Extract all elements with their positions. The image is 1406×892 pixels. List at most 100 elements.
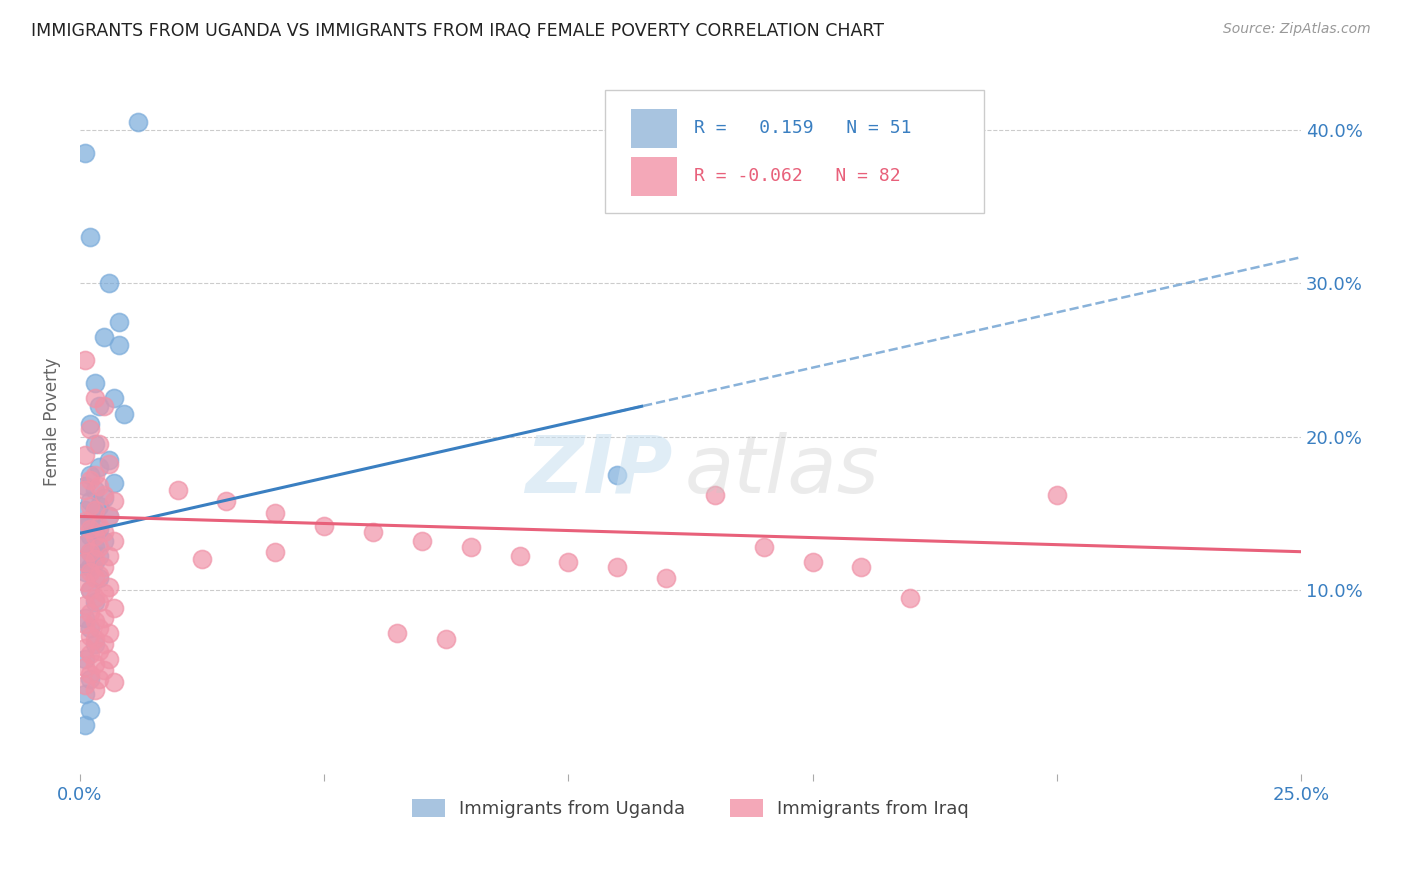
Point xyxy=(73,353,96,368)
Point xyxy=(93,610,115,624)
Point xyxy=(83,552,105,566)
Point xyxy=(83,483,105,498)
Point xyxy=(93,586,115,600)
Legend: Immigrants from Uganda, Immigrants from Iraq: Immigrants from Uganda, Immigrants from … xyxy=(405,791,976,825)
Point xyxy=(73,616,96,631)
Point xyxy=(73,610,96,624)
Point xyxy=(79,417,101,432)
Text: atlas: atlas xyxy=(685,432,879,509)
Point xyxy=(83,376,105,390)
Bar xyxy=(631,157,678,195)
Point xyxy=(89,549,111,564)
Point xyxy=(73,448,96,462)
Point xyxy=(73,556,96,570)
Point xyxy=(79,514,101,528)
Point xyxy=(79,230,101,244)
Point xyxy=(103,601,125,615)
Y-axis label: Female Poverty: Female Poverty xyxy=(44,357,60,485)
Point xyxy=(79,648,101,662)
Point xyxy=(73,503,96,517)
Point xyxy=(79,468,101,483)
Point xyxy=(89,644,111,658)
Point xyxy=(79,582,101,597)
Point xyxy=(98,457,121,471)
Point xyxy=(108,337,131,351)
Point xyxy=(79,629,101,643)
Point xyxy=(460,540,482,554)
Point xyxy=(898,591,921,605)
Point xyxy=(851,560,873,574)
Point xyxy=(79,606,101,620)
Point xyxy=(83,503,105,517)
Point xyxy=(73,552,96,566)
Point xyxy=(93,637,115,651)
Point xyxy=(83,657,105,671)
Point xyxy=(752,540,775,554)
Point xyxy=(103,392,125,406)
Point xyxy=(98,549,121,564)
Point xyxy=(703,488,725,502)
Point xyxy=(83,637,105,651)
Point xyxy=(1046,488,1069,502)
Point xyxy=(83,437,105,451)
Point xyxy=(79,545,101,559)
Point xyxy=(89,595,111,609)
Point xyxy=(73,599,96,613)
Point xyxy=(79,499,101,513)
Point xyxy=(89,567,111,582)
Point xyxy=(83,632,105,647)
Point xyxy=(98,452,121,467)
Point xyxy=(361,524,384,539)
Point xyxy=(89,499,111,513)
Point xyxy=(83,556,105,570)
Point xyxy=(98,509,121,524)
Point xyxy=(79,667,101,681)
Point xyxy=(79,560,101,574)
Point xyxy=(89,522,111,536)
FancyBboxPatch shape xyxy=(605,90,984,213)
Point xyxy=(264,507,287,521)
Point xyxy=(89,672,111,686)
Point xyxy=(73,641,96,656)
Point xyxy=(89,518,111,533)
Point xyxy=(98,626,121,640)
Point xyxy=(93,488,115,502)
Point xyxy=(166,483,188,498)
Point xyxy=(93,491,115,505)
Point xyxy=(411,533,433,548)
Point xyxy=(93,524,115,539)
Text: R =   0.159   N = 51: R = 0.159 N = 51 xyxy=(695,120,911,137)
Point xyxy=(73,687,96,701)
Point xyxy=(98,509,121,524)
Point xyxy=(509,549,531,564)
Point xyxy=(73,718,96,732)
Point xyxy=(73,659,96,673)
Point xyxy=(93,330,115,344)
Point xyxy=(387,626,409,640)
Point xyxy=(108,315,131,329)
Point xyxy=(93,533,115,548)
Point xyxy=(79,582,101,597)
Point xyxy=(73,575,96,590)
Point xyxy=(73,537,96,551)
Point xyxy=(79,565,101,579)
Text: ZIP: ZIP xyxy=(524,432,672,509)
Point xyxy=(93,399,115,413)
Point xyxy=(79,703,101,717)
Point xyxy=(73,479,96,493)
Point xyxy=(83,468,105,483)
Point xyxy=(83,524,105,539)
Point xyxy=(89,540,111,554)
Point xyxy=(83,682,105,697)
Point xyxy=(83,591,105,605)
Point xyxy=(79,672,101,686)
Point xyxy=(83,540,105,554)
Point xyxy=(98,277,121,291)
Point xyxy=(79,422,101,436)
Point xyxy=(79,494,101,508)
Point xyxy=(801,556,824,570)
Point xyxy=(434,632,457,647)
Point xyxy=(73,483,96,498)
Text: Source: ZipAtlas.com: Source: ZipAtlas.com xyxy=(1223,22,1371,37)
Point xyxy=(606,468,628,483)
